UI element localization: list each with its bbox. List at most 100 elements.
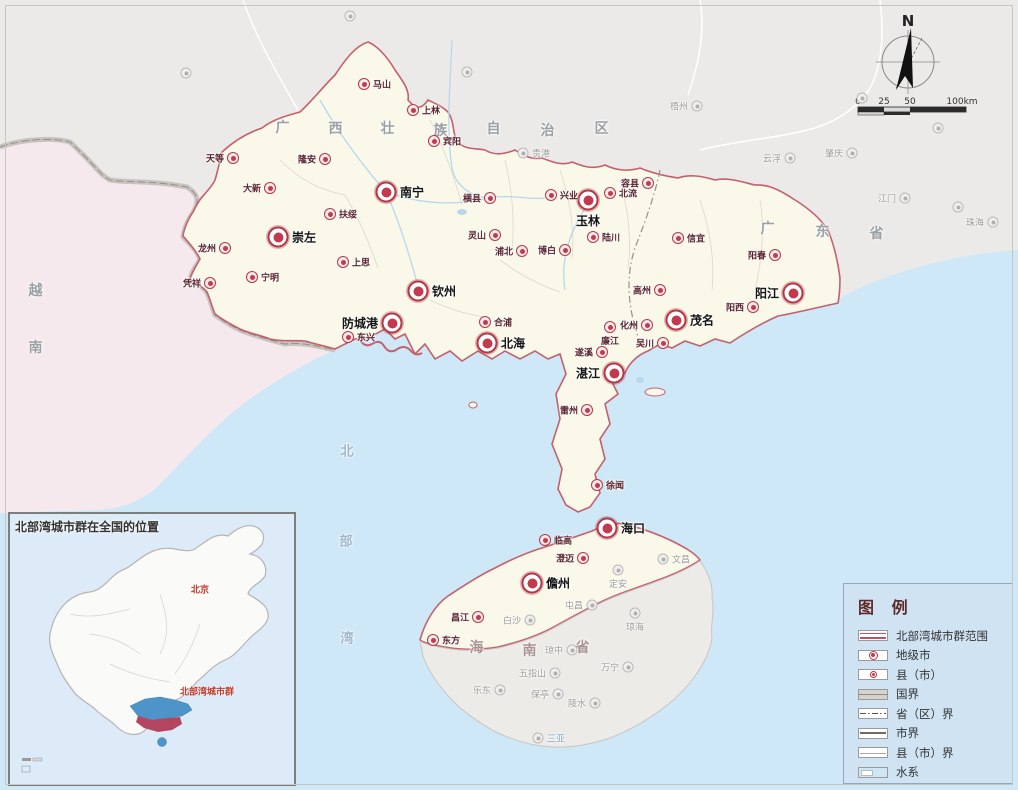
hainan-south [419,560,714,748]
county-city-dot [337,256,349,268]
prefecture-city-dot [267,226,289,248]
outside-city-dot [846,147,858,159]
outside-city-dot [586,599,598,611]
lake [457,209,467,215]
outside-city-dot [629,607,641,619]
county-city-dot [596,346,608,358]
prefecture-city-dot [596,517,618,539]
region-label: 北 [340,444,354,460]
city-label: 凭祥 [182,279,201,290]
legend-title: 图 例 [858,598,914,617]
outside-city-dot [552,688,564,700]
scalebar-tick: 50 [904,97,916,107]
prefecture-city-dot [577,189,599,211]
city-label: 玉林 [575,214,601,228]
city-label: 琼海 [625,623,645,633]
city-label: 阳春 [747,251,766,262]
legend-symbol-cnty-icon [858,669,888,681]
county-city-dot [489,229,501,241]
city-label: 茂名 [690,313,715,328]
city-label: 昌江 [450,613,469,624]
region-label: 海 [469,640,485,656]
inset-red-label: 北京 [190,585,210,596]
region-label: 区 [594,121,610,137]
outside-city-dot [532,732,544,744]
prefecture-city-dot [782,282,804,304]
city-label: 儋州 [546,576,571,591]
legend-label: 地级市 [896,648,931,663]
legend-symbol-pref-icon [858,649,888,661]
region-label: 越 [28,283,44,299]
county-city-dot [577,552,589,564]
prefecture-city-dot [521,572,543,594]
legend-label: 县（市）界 [896,745,954,760]
legend-symbol-national-icon [858,688,888,700]
county-lines [279,119,763,319]
cluster-region [182,41,841,513]
north-arrow-icon [876,28,940,94]
city-label: 雷州 [559,406,578,417]
city-label: 徐闻 [606,481,625,492]
county-city-dot [407,104,419,116]
city-label: 天等 [205,154,224,165]
scalebar-tick: 100km [946,97,978,107]
scalebar-tick: 25 [878,97,890,107]
region-label: 南 [28,340,44,356]
outside-city-dot [691,100,703,112]
city-label: 阳江 [754,286,779,301]
city-label: 保亭 [530,690,549,701]
city-label: 隆安 [297,155,316,166]
city-label: 宾阳 [443,137,462,148]
county-city-dot [604,321,616,333]
city-label: 定安 [608,580,628,590]
region-label: 南 [522,643,538,659]
region-label: 广 [275,120,291,136]
outside-city-dot [899,192,911,204]
city-label: 湛江 [575,366,600,381]
legend-item: 省（区）界 [858,704,1012,724]
legend-item: 市界 [858,724,1012,744]
city-label: 上思 [352,258,371,269]
outside-city-dot [856,92,868,104]
city-label: 化州 [619,321,638,332]
outside-city-dot [952,201,964,213]
county-city-dot [324,208,336,220]
region-label: 部 [339,534,353,550]
region-label: 西 [328,121,344,137]
county-city-dot [472,611,484,623]
legend-symbol-boundary-icon [858,630,888,642]
county-city-dot [358,78,370,90]
outside-city-dot [461,66,473,78]
city-label: 屯昌 [564,601,583,612]
county-city-dot [657,337,669,349]
legend-item: 北部湾城市群范围 [858,626,1012,646]
city-label: 博白 [537,246,556,257]
county-city-dot [769,249,781,261]
city-label: 白沙 [502,616,521,627]
legend-label: 市界 [896,726,919,741]
vietnam-land [0,138,335,513]
county-city-dot [591,479,603,491]
county-city-dot [219,242,231,254]
legend-symbol-city-icon [858,727,888,739]
donghai-island [644,387,666,397]
city-label: 宁明 [261,273,280,284]
city-label: 吴川 [635,339,654,350]
county-city-dot [427,634,439,646]
city-label: 乐东 [472,686,491,697]
prefecture-city-dot [407,280,429,302]
outside-city-dot [180,67,192,79]
hainan-north [419,522,702,651]
outside-city-dot [657,553,669,565]
outside-city-dot [494,684,506,696]
city-label: 江门 [877,194,896,205]
city-label: 五指山 [518,669,546,680]
inset-scalebar [21,757,43,773]
county-city-dot [484,192,496,204]
inset-internal-lines [69,593,201,683]
legend-item: 国界 [858,685,1012,705]
legend-item: 水系 [858,763,1012,783]
legend-item: 县（市）界 [858,743,1012,763]
north-label: N [901,12,915,30]
region-label: 治 [540,123,556,139]
